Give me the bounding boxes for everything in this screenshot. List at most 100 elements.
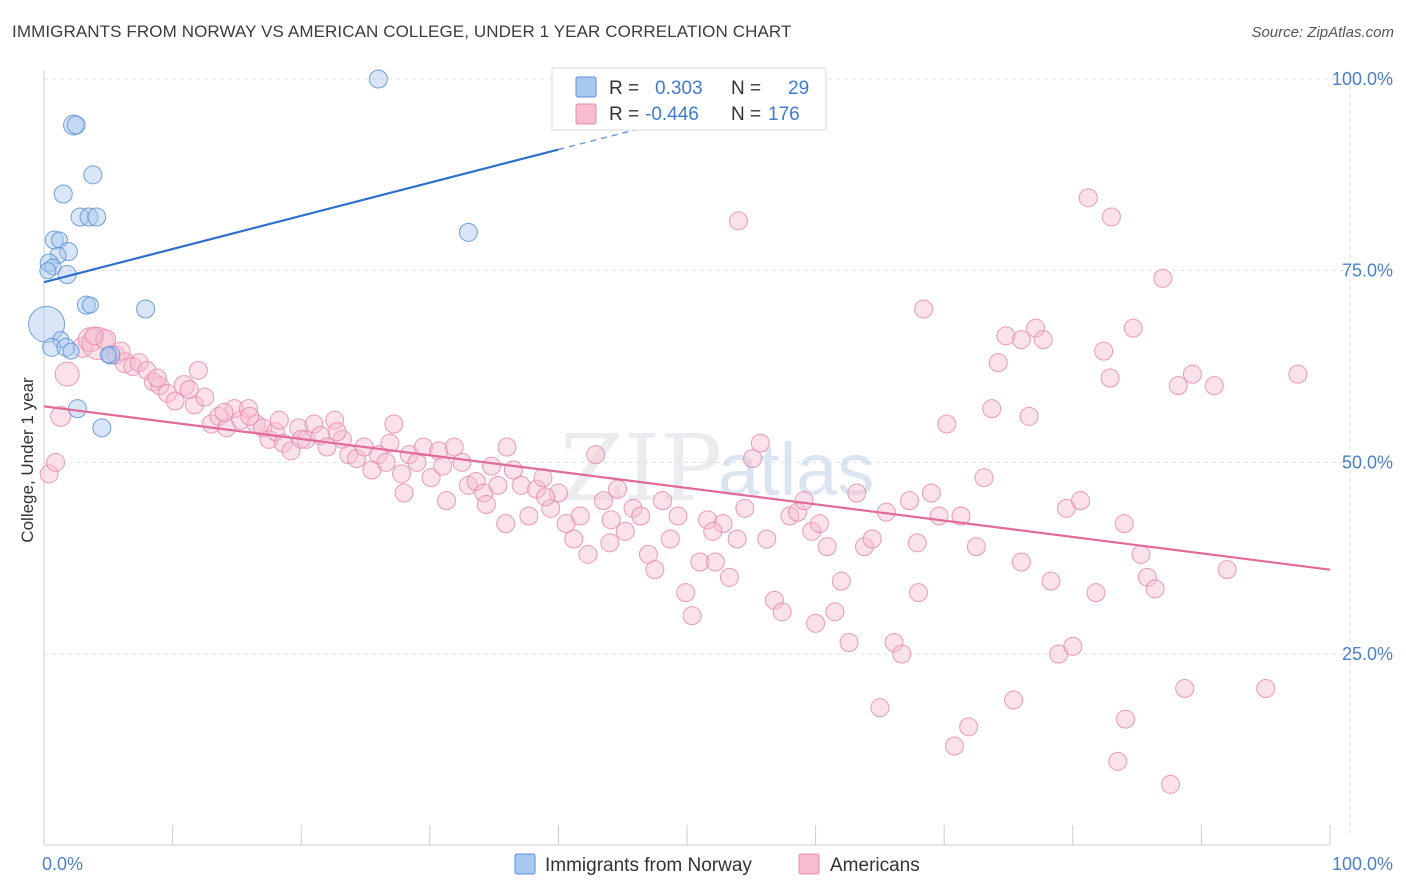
americans-point	[1256, 679, 1276, 698]
americans-point	[914, 299, 934, 319]
americans-point	[892, 644, 912, 664]
americans-point	[273, 433, 293, 453]
americans-point	[1011, 330, 1031, 350]
x-tick-label: 100.0%	[1332, 854, 1393, 874]
americans-point	[496, 514, 516, 534]
americans-point	[966, 537, 986, 557]
americans-point	[413, 437, 433, 457]
americans-point	[586, 445, 606, 465]
americans-point	[825, 602, 845, 622]
americans-point	[703, 521, 723, 541]
legend-r-value-2: -0.446	[645, 104, 699, 125]
americans-point	[511, 475, 531, 495]
americans-point	[346, 449, 366, 468]
americans-point	[937, 414, 957, 434]
y-tick-label: 100.0%	[1332, 69, 1393, 89]
americans-point	[907, 533, 927, 553]
americans-point	[802, 521, 822, 541]
americans-point	[831, 571, 851, 591]
americans-point	[269, 410, 289, 430]
americans-point	[421, 468, 441, 488]
americans-point	[452, 452, 472, 472]
americans-point	[1071, 491, 1091, 511]
norway-point	[99, 346, 117, 364]
americans-point	[304, 414, 324, 434]
americans-point	[578, 544, 598, 564]
americans-point	[735, 498, 755, 518]
americans-point	[482, 456, 502, 476]
americans-point	[165, 391, 185, 411]
americans-point	[1161, 774, 1181, 794]
legend-r-label-1: R =	[609, 78, 639, 99]
americans-point	[188, 360, 208, 380]
americans-point	[854, 537, 874, 557]
americans-point	[806, 613, 826, 633]
americans-point	[698, 510, 718, 530]
americans-point	[1204, 376, 1224, 396]
americans-point	[601, 510, 621, 530]
bottom-legend-norway: Immigrants from Norway	[545, 855, 752, 876]
americans-point	[817, 537, 837, 557]
americans-point	[1086, 583, 1106, 603]
norway-point	[53, 184, 73, 204]
americans-trend-line	[43, 405, 1331, 571]
norway-point	[42, 337, 62, 357]
americans-point	[959, 717, 979, 737]
americans-point	[384, 414, 404, 434]
bottom-legend-swatch-norway	[514, 853, 536, 875]
americans-point	[179, 380, 199, 399]
americans-point	[1145, 579, 1165, 599]
americans-point	[50, 405, 72, 427]
americans-point	[253, 418, 273, 438]
americans-point	[682, 606, 702, 626]
americans-point	[757, 529, 777, 549]
americans-point	[862, 529, 882, 549]
americans-point	[1078, 188, 1098, 208]
y-tick-label: 25.0%	[1342, 644, 1393, 664]
americans-point	[1217, 560, 1237, 580]
americans-point	[847, 483, 867, 503]
americans-point	[84, 326, 104, 346]
bottom-legend-americans: Americans	[830, 855, 920, 876]
norway-point	[83, 165, 103, 185]
axes	[43, 70, 1331, 846]
legend-r-label-2: R =	[609, 104, 639, 125]
americans-point	[600, 533, 620, 553]
correlation-legend: R = 0.303 N = 29 R = -0.446 N = 176	[551, 67, 827, 131]
americans-point	[870, 698, 890, 718]
legend-r-value-1: 0.303	[655, 78, 703, 99]
americans-point	[214, 403, 234, 422]
americans-point	[548, 483, 568, 503]
americans-point	[54, 361, 80, 387]
americans-point	[653, 491, 673, 511]
americans-point	[157, 383, 177, 403]
americans-point	[1116, 709, 1136, 729]
americans-point	[608, 479, 628, 499]
norway-point	[76, 295, 96, 315]
americans-point	[195, 387, 215, 407]
americans-point	[209, 406, 229, 426]
americans-points	[39, 188, 1308, 794]
x-tick-label: 0.0%	[42, 854, 83, 874]
americans-point	[996, 326, 1016, 346]
americans-point	[899, 491, 919, 511]
americans-point	[1153, 268, 1173, 288]
americans-point	[376, 452, 396, 472]
americans-point	[713, 514, 733, 534]
legend-box	[551, 67, 827, 131]
americans-point	[327, 422, 347, 442]
americans-point	[325, 410, 345, 430]
americans-point	[46, 452, 66, 472]
norway-trend-line	[43, 148, 559, 284]
americans-point	[728, 211, 748, 231]
americans-point	[908, 583, 928, 603]
americans-point	[1114, 514, 1134, 534]
americans-point	[743, 449, 763, 468]
americans-point	[645, 560, 665, 580]
americans-point	[1011, 552, 1031, 572]
americans-point	[466, 472, 486, 491]
americans-point	[764, 590, 784, 610]
series-legend: Immigrants from Norway Americans	[514, 853, 920, 876]
americans-point	[988, 353, 1008, 373]
americans-point	[690, 552, 710, 572]
